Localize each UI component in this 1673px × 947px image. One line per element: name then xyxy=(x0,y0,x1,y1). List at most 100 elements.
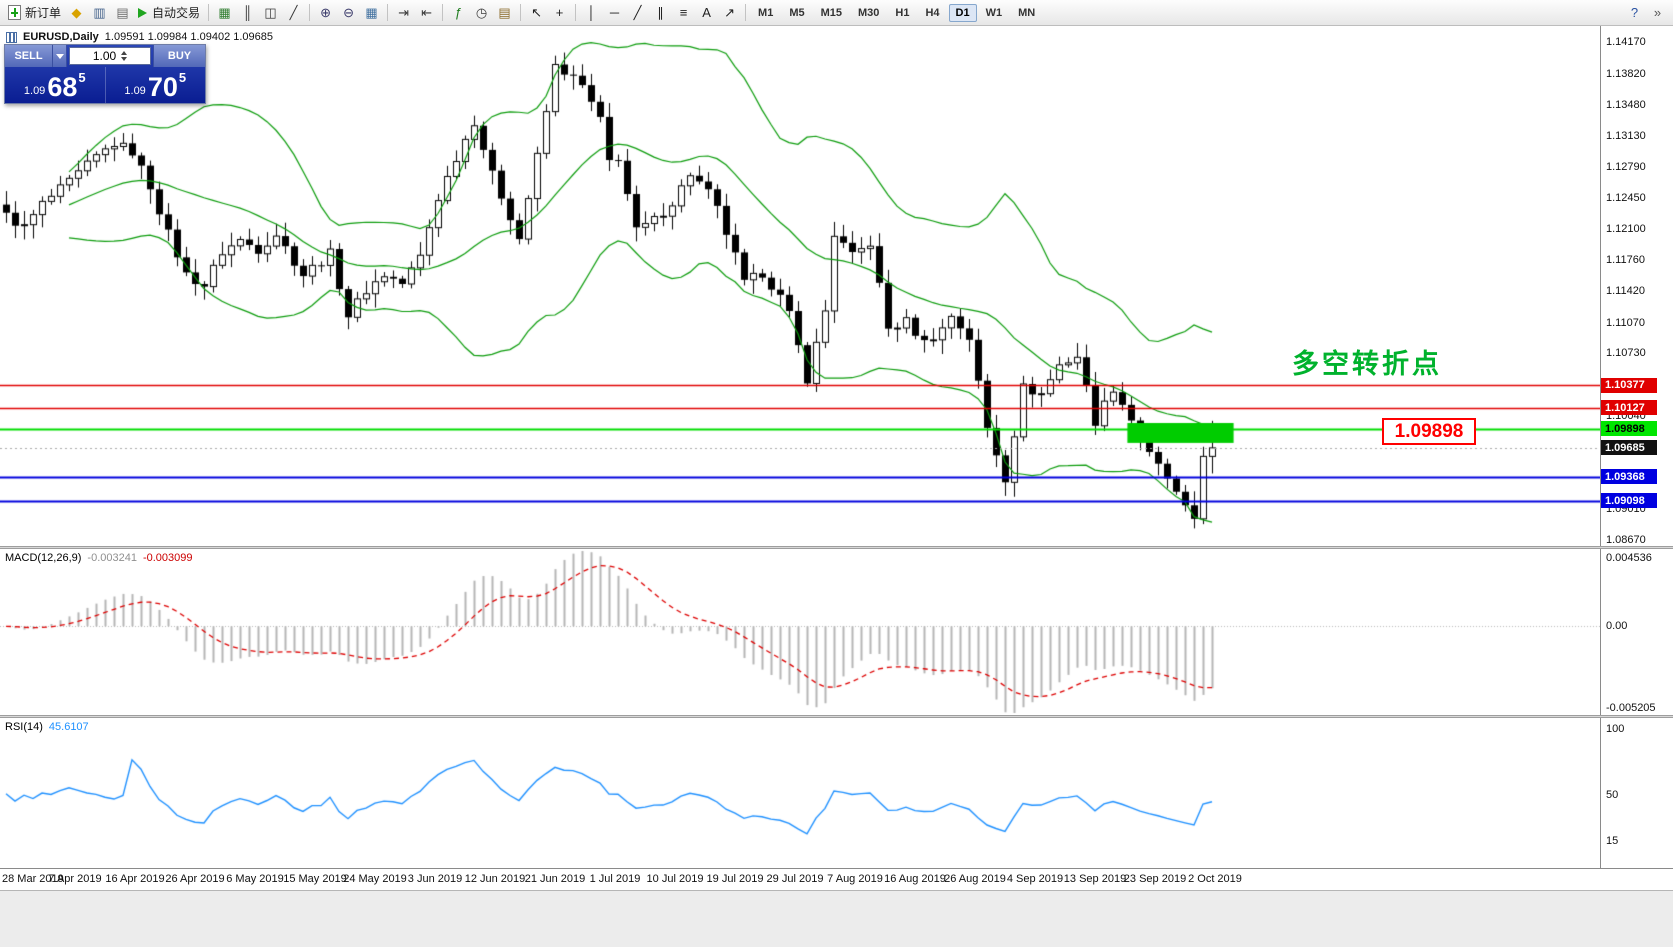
vertical-line-icon[interactable]: │ xyxy=(587,5,596,20)
chevron-down-icon xyxy=(55,53,64,59)
tile-windows-icon[interactable]: ▦ xyxy=(365,4,378,20)
price-axis-label: 1.11070 xyxy=(1606,316,1645,329)
time-axis-label: 16 Aug 2019 xyxy=(884,873,946,885)
spinner-up-icon[interactable] xyxy=(121,51,128,55)
market-watch-icon[interactable]: ▥ xyxy=(93,4,106,20)
toolbar-separator xyxy=(387,4,389,21)
timeframe-h4[interactable]: H4 xyxy=(925,6,940,19)
sell-price[interactable]: 1.09 68 5 xyxy=(5,67,106,103)
timeframe-m5[interactable]: M5 xyxy=(789,6,805,19)
bar-chart-icon[interactable]: ║ xyxy=(242,5,253,20)
panel-splitter-macd[interactable] xyxy=(0,546,1673,549)
timeframe-d1[interactable]: D1 xyxy=(948,3,977,22)
macd-panel-canvas[interactable] xyxy=(0,549,1600,715)
price-axis-label: 1.13820 xyxy=(1606,67,1646,80)
buy-button[interactable]: BUY xyxy=(153,45,205,67)
turning-point-annotation[interactable]: 多空转折点 xyxy=(1292,349,1442,379)
timeframe-mn[interactable]: MN xyxy=(1018,6,1036,19)
toolbar-separator xyxy=(309,4,311,21)
chart-shift-icon[interactable]: ⇤ xyxy=(421,4,432,20)
price-axis-label: 1.14170 xyxy=(1606,36,1646,49)
buy-price[interactable]: 1.09 70 5 xyxy=(124,70,187,102)
timeframe-h1[interactable]: H1 xyxy=(895,6,910,19)
time-axis-label: 29 Jul 2019 xyxy=(766,873,824,885)
arrow-tools-icon[interactable]: ↗ xyxy=(724,4,735,20)
rsi-indicator-label: RSI(14) 45.6107 xyxy=(5,721,89,733)
time-scale[interactable]: 28 Mar 2019 7 Apr 2019 16 Apr 2019 26 Apr 2… xyxy=(0,868,1673,890)
price-axis-label: 1.13130 xyxy=(1606,130,1646,143)
rsi-axis-label: 100 xyxy=(1606,722,1625,735)
price-axis-tag: 1.10127 xyxy=(1601,400,1657,416)
price-axis-tag: 1.09368 xyxy=(1601,469,1657,485)
toolbar-separator xyxy=(208,4,210,21)
chart-ohlc-values: 1.09591 1.09984 1.09402 1.09685 xyxy=(104,31,274,43)
metaeditor-icon[interactable]: ◆ xyxy=(71,4,82,20)
price-axis-label: 1.12450 xyxy=(1606,191,1646,204)
price-axis-label: 1.13480 xyxy=(1606,98,1646,111)
price-axis-label: 1.08670 xyxy=(1606,533,1646,546)
channel-icon[interactable]: ∥ xyxy=(657,4,664,20)
time-axis-label: 26 Apr 2019 xyxy=(165,873,225,885)
toolbar-separator xyxy=(520,4,522,21)
new-chart-icon[interactable]: ▦ xyxy=(218,4,231,20)
time-axis-label: 7 Apr 2019 xyxy=(48,873,102,885)
panel-splitter-rsi[interactable] xyxy=(0,715,1673,718)
price-axis-tag: 1.09098 xyxy=(1601,493,1657,509)
rsi-panel-canvas[interactable] xyxy=(0,718,1600,868)
price-axis-label: 1.12100 xyxy=(1606,223,1646,236)
macd-axis-label: -0.005205 xyxy=(1606,702,1656,714)
toolbar-overflow-icon[interactable]: » xyxy=(1653,5,1662,20)
auto-scroll-icon[interactable]: ⇥ xyxy=(398,4,409,20)
cursor-icon[interactable]: ↖ xyxy=(531,4,542,20)
zoom-in-icon[interactable]: ⊕ xyxy=(320,4,331,20)
timeframe-w1[interactable]: W1 xyxy=(985,6,1003,19)
new-order-button[interactable]: 新订单 xyxy=(4,2,65,24)
trendline-icon[interactable]: ╱ xyxy=(633,4,642,20)
timeframe-m1[interactable]: M1 xyxy=(758,6,774,19)
help-icon[interactable]: ? xyxy=(1630,5,1639,20)
time-axis-label: 12 Jun 2019 xyxy=(464,873,526,885)
data-window-icon[interactable]: ▤ xyxy=(116,4,129,20)
periods-icon[interactable]: ◷ xyxy=(475,4,488,20)
time-axis-label: 13 Sep 2019 xyxy=(1063,873,1127,885)
time-axis-label: 7 Aug 2019 xyxy=(827,873,883,885)
oct-dropdown-arrow-icon[interactable] xyxy=(53,45,67,67)
price-scale[interactable]: 1.14170 1.13820 1.13480 1.13130 1.12790 1.124… xyxy=(1600,26,1673,890)
time-axis-label: 1 Jul 2019 xyxy=(589,873,641,885)
macd-axis-label: 0.004536 xyxy=(1606,552,1652,564)
line-chart-icon[interactable]: ╱ xyxy=(289,4,298,20)
time-axis-label: 3 Jun 2019 xyxy=(407,873,463,885)
zoom-out-icon[interactable]: ⊖ xyxy=(343,4,354,20)
volume-value: 1.00 xyxy=(92,49,117,63)
price-chart-canvas[interactable] xyxy=(0,26,1600,546)
indicators-icon[interactable]: ƒ xyxy=(454,5,463,20)
time-axis-label: 19 Jul 2019 xyxy=(706,873,764,885)
macd-axis-label: 0.00 xyxy=(1606,620,1628,633)
time-axis-label: 16 Apr 2019 xyxy=(105,873,165,885)
price-level-label-box[interactable]: 1.09898 xyxy=(1382,418,1476,445)
time-axis-label: 2 Oct 2019 xyxy=(1188,873,1242,885)
templates-icon[interactable]: ▤ xyxy=(498,4,511,20)
price-axis-tag: 1.10377 xyxy=(1601,377,1657,393)
horizontal-line-icon[interactable]: ─ xyxy=(609,5,620,20)
sell-button[interactable]: SELL xyxy=(5,45,53,67)
chart-window-title: EURUSD,Daily 1.09591 1.09984 1.09402 1.0… xyxy=(6,31,273,43)
autotrading-icon xyxy=(138,7,148,18)
text-icon[interactable]: A xyxy=(702,5,711,20)
crosshair-icon[interactable]: + xyxy=(555,5,564,20)
volume-input[interactable]: 1.00 xyxy=(69,47,151,65)
new-order-label: 新订单 xyxy=(25,6,62,20)
price-axis-label: 1.12790 xyxy=(1606,161,1646,174)
rsi-axis-label: 15 xyxy=(1606,835,1619,848)
status-strip xyxy=(0,890,1673,947)
new-order-icon xyxy=(8,5,21,20)
autotrading-button[interactable]: 自动交易 xyxy=(134,2,204,24)
toolbar-group-tools: ▦ ║ ◫ ╱ ⊕ ⊖ ▦ ⇥ ⇤ ƒ ◷ ▤ ↖ + │ ─ ╱ ∥ ≡ A ↗ xyxy=(204,2,741,24)
fibonacci-icon[interactable]: ≡ xyxy=(679,5,688,20)
candlestick-chart-icon[interactable]: ◫ xyxy=(264,4,277,20)
spinner-down-icon[interactable] xyxy=(121,57,128,61)
timeframe-m15[interactable]: M15 xyxy=(820,6,842,19)
volume-stepper[interactable] xyxy=(121,50,128,62)
price-axis-tag: 1.09685 xyxy=(1601,440,1657,456)
timeframe-m30[interactable]: M30 xyxy=(858,6,880,19)
